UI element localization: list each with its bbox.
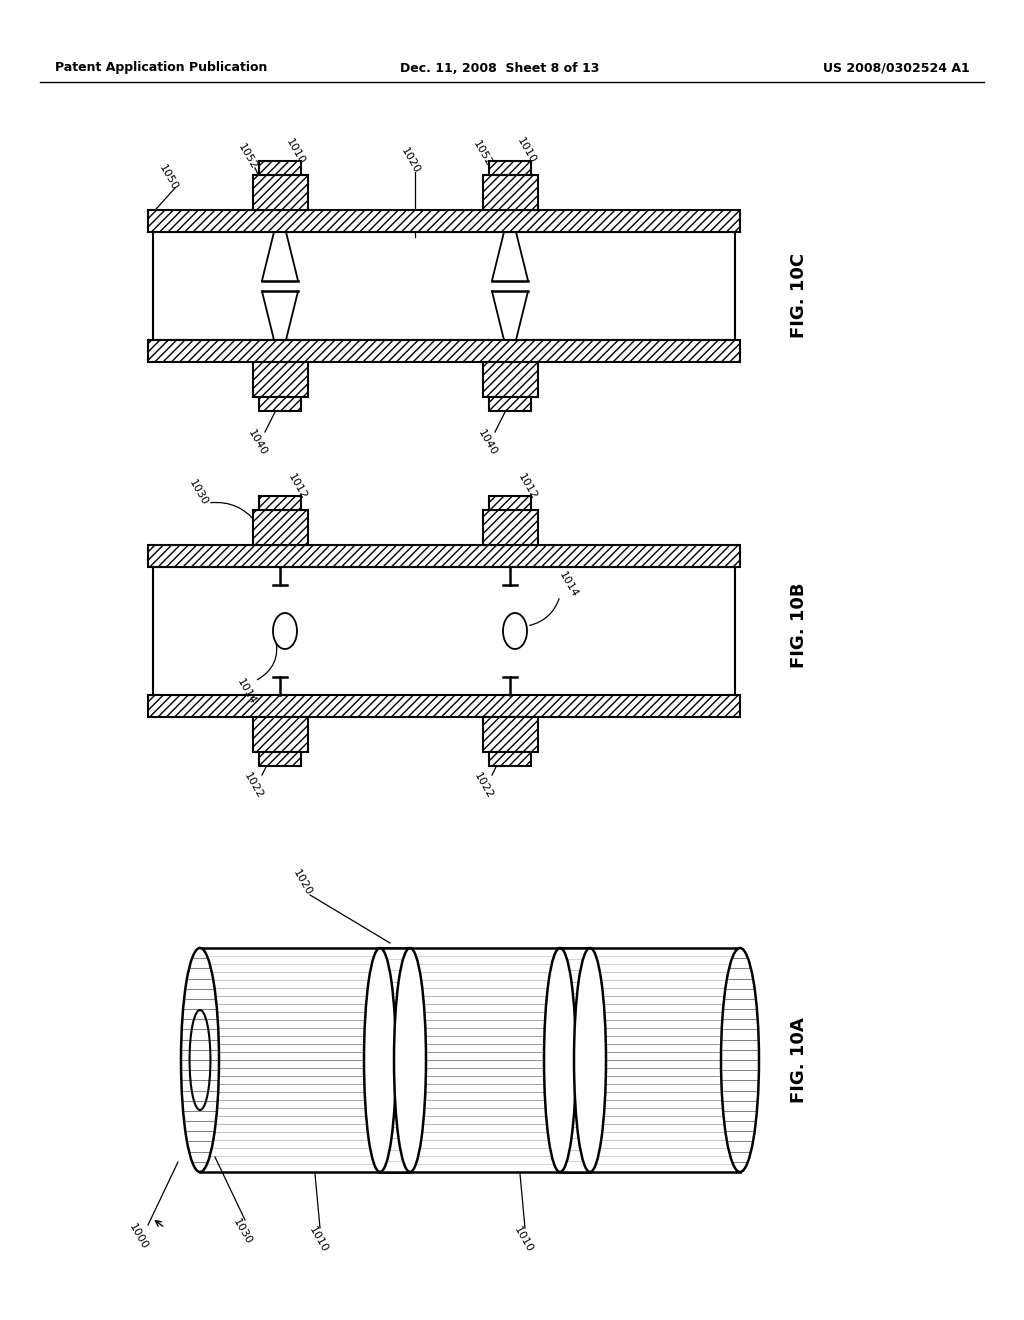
Text: 1010: 1010	[284, 137, 306, 166]
Bar	[489, 161, 531, 176]
Bar	[483, 510, 538, 545]
Bar	[380, 948, 410, 1172]
Text: 1050: 1050	[157, 164, 179, 193]
Text: 1014: 1014	[234, 677, 257, 706]
Ellipse shape	[181, 948, 219, 1172]
Ellipse shape	[273, 612, 297, 649]
Text: 1022: 1022	[472, 771, 495, 801]
Text: 1052: 1052	[236, 143, 258, 172]
Text: 1030: 1030	[186, 478, 209, 508]
Ellipse shape	[544, 948, 575, 1172]
Bar	[560, 948, 590, 1172]
Bar	[253, 176, 308, 210]
Bar	[253, 717, 308, 752]
Text: 1010: 1010	[306, 1225, 330, 1254]
Bar	[483, 717, 538, 752]
Bar	[483, 176, 538, 210]
Text: Patent Application Publication: Patent Application Publication	[55, 62, 267, 74]
Text: 1020: 1020	[291, 869, 313, 898]
Bar	[153, 232, 735, 341]
Ellipse shape	[574, 948, 606, 1172]
Bar	[148, 341, 740, 362]
Ellipse shape	[189, 1010, 211, 1110]
Bar	[489, 397, 531, 411]
Text: 1014: 1014	[557, 570, 580, 599]
Text: 1010: 1010	[512, 1225, 535, 1254]
Ellipse shape	[721, 948, 759, 1172]
Bar	[148, 210, 740, 232]
Text: 1040: 1040	[246, 428, 268, 458]
Bar	[259, 397, 301, 411]
Text: 1030: 1030	[230, 1217, 253, 1246]
Bar	[483, 362, 538, 397]
Bar	[489, 752, 531, 766]
Text: US 2008/0302524 A1: US 2008/0302524 A1	[823, 62, 970, 74]
Text: FIG. 10C: FIG. 10C	[790, 252, 808, 338]
Text: 1012: 1012	[286, 473, 308, 502]
Bar	[148, 545, 740, 568]
Text: 1020: 1020	[398, 147, 421, 176]
Bar	[153, 568, 735, 696]
Bar	[259, 752, 301, 766]
Text: 1010: 1010	[515, 136, 538, 165]
Ellipse shape	[394, 948, 426, 1172]
Text: Dec. 11, 2008  Sheet 8 of 13: Dec. 11, 2008 Sheet 8 of 13	[400, 62, 599, 74]
Ellipse shape	[503, 612, 527, 649]
Text: 1000: 1000	[127, 1222, 150, 1251]
Bar	[148, 696, 740, 717]
Bar	[253, 510, 308, 545]
Bar	[259, 161, 301, 176]
Text: FIG. 10A: FIG. 10A	[790, 1018, 808, 1104]
Text: 1012: 1012	[516, 473, 539, 502]
Text: 1022: 1022	[242, 771, 264, 801]
Bar	[259, 496, 301, 510]
Bar	[253, 362, 308, 397]
Ellipse shape	[364, 948, 396, 1172]
Text: FIG. 10B: FIG. 10B	[790, 582, 808, 668]
Text: 1052: 1052	[471, 140, 494, 169]
Bar	[489, 496, 531, 510]
Text: 1040: 1040	[475, 428, 499, 458]
